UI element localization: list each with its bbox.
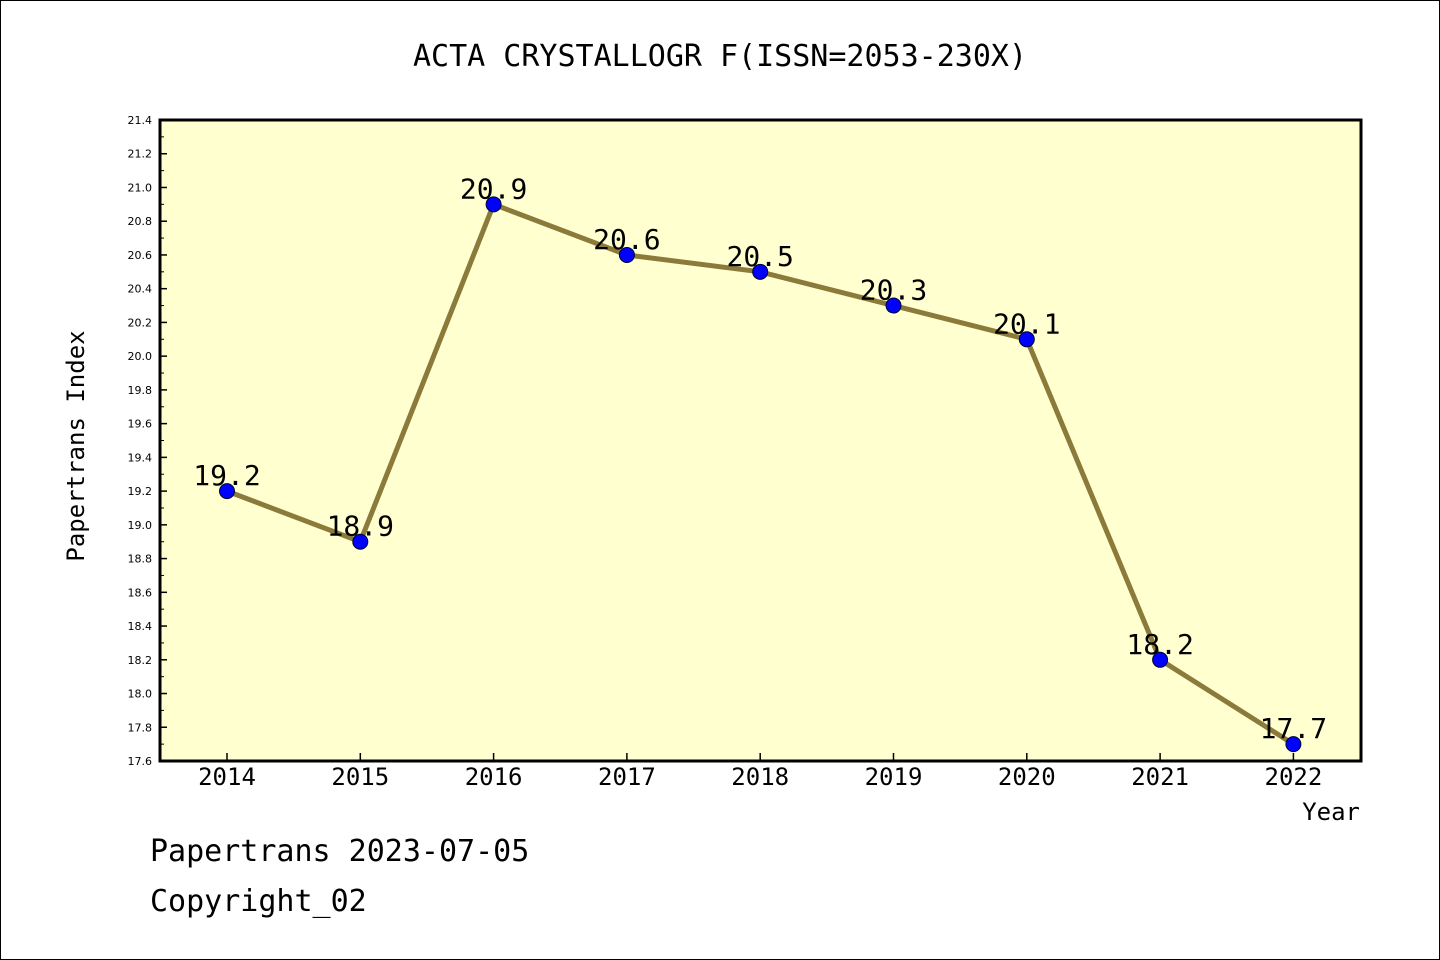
y-tick-label: 19.6 (128, 418, 153, 431)
data-point-2016 (485, 196, 502, 213)
data-label-2015: 18.9 (327, 510, 394, 543)
y-tick-label: 20.8 (128, 215, 153, 228)
x-tick-label: 2022 (1265, 763, 1323, 791)
x-tick-label: 2018 (731, 763, 789, 791)
y-tick-label: 20.4 (128, 283, 153, 296)
y-axis: 17.6 17.8 18.0 18.2 18.4 18.6 18.8 19.0 19.2 19.4… (128, 114, 167, 768)
x-tick-label: 2016 (465, 763, 523, 791)
y-tick-label: 19.2 (128, 485, 153, 498)
footer-copyright: Copyright_02 (150, 884, 367, 919)
data-label-2020: 20.1 (993, 307, 1060, 340)
y-tick-label: 20.2 (128, 316, 153, 329)
y-tick-label: 18.4 (128, 620, 153, 633)
y-tick-label: 21.4 (128, 114, 153, 127)
y-tick-label: 19.4 (128, 451, 153, 464)
data-point-2019 (885, 297, 902, 314)
y-tick-label: 21.2 (128, 148, 153, 161)
x-tick-label: 2020 (998, 763, 1056, 791)
data-point-2018 (752, 263, 769, 280)
y-tick-label: 17.8 (128, 721, 153, 734)
x-tick-label: 2014 (198, 763, 256, 791)
data-point-2020 (1018, 331, 1035, 348)
x-axis: 2014 2015 2016 2017 2018 2019 2020 2021 2022 (198, 753, 1322, 791)
y-tick-label: 19.0 (128, 519, 153, 532)
data-label-2019: 20.3 (860, 274, 927, 307)
y-tick-label: 18.6 (128, 586, 153, 599)
plot-area (158, 118, 1363, 763)
series (219, 196, 1302, 753)
data-point-2015 (352, 533, 369, 550)
y-tick-label: 21.0 (128, 181, 153, 194)
y-axis-label: Papertrans Index (62, 330, 90, 561)
data-label-2021: 18.2 (1126, 628, 1193, 661)
x-tick-label: 2017 (598, 763, 656, 791)
y-tick-label: 19.8 (128, 384, 153, 397)
data-point-2022 (1285, 736, 1302, 753)
x-tick-label: 2021 (1131, 763, 1189, 791)
y-tick-label: 18.8 (128, 553, 153, 566)
data-point-2017 (618, 246, 635, 263)
footer-date: Papertrans 2023-07-05 (150, 834, 530, 869)
data-labels: 19.2 18.9 20.9 20.6 20.5 20.3 20.1 18.2 17.7 (193, 172, 1327, 745)
data-point-2014 (219, 483, 235, 500)
data-label-2017: 20.6 (593, 223, 660, 256)
x-tick-label: 2015 (331, 763, 389, 791)
data-label-2018: 20.5 (726, 240, 793, 273)
y-tick-label: 20.6 (128, 249, 153, 262)
data-label-2022: 17.7 (1260, 712, 1327, 745)
y-tick-label: 18.0 (128, 688, 153, 701)
data-label-2014: 19.2 (193, 459, 260, 492)
y-tick-label: 17.6 (128, 755, 153, 768)
y-tick-label: 20.0 (128, 350, 153, 363)
data-label-2016: 20.9 (460, 172, 527, 205)
chart-title: ACTA CRYSTALLOGR F(ISSN=2053-230X) (413, 39, 1027, 74)
x-tick-label: 2019 (865, 763, 923, 791)
data-point-2021 (1152, 651, 1169, 668)
x-axis-label: Year (1302, 798, 1360, 826)
y-tick-label: 18.2 (128, 654, 153, 667)
